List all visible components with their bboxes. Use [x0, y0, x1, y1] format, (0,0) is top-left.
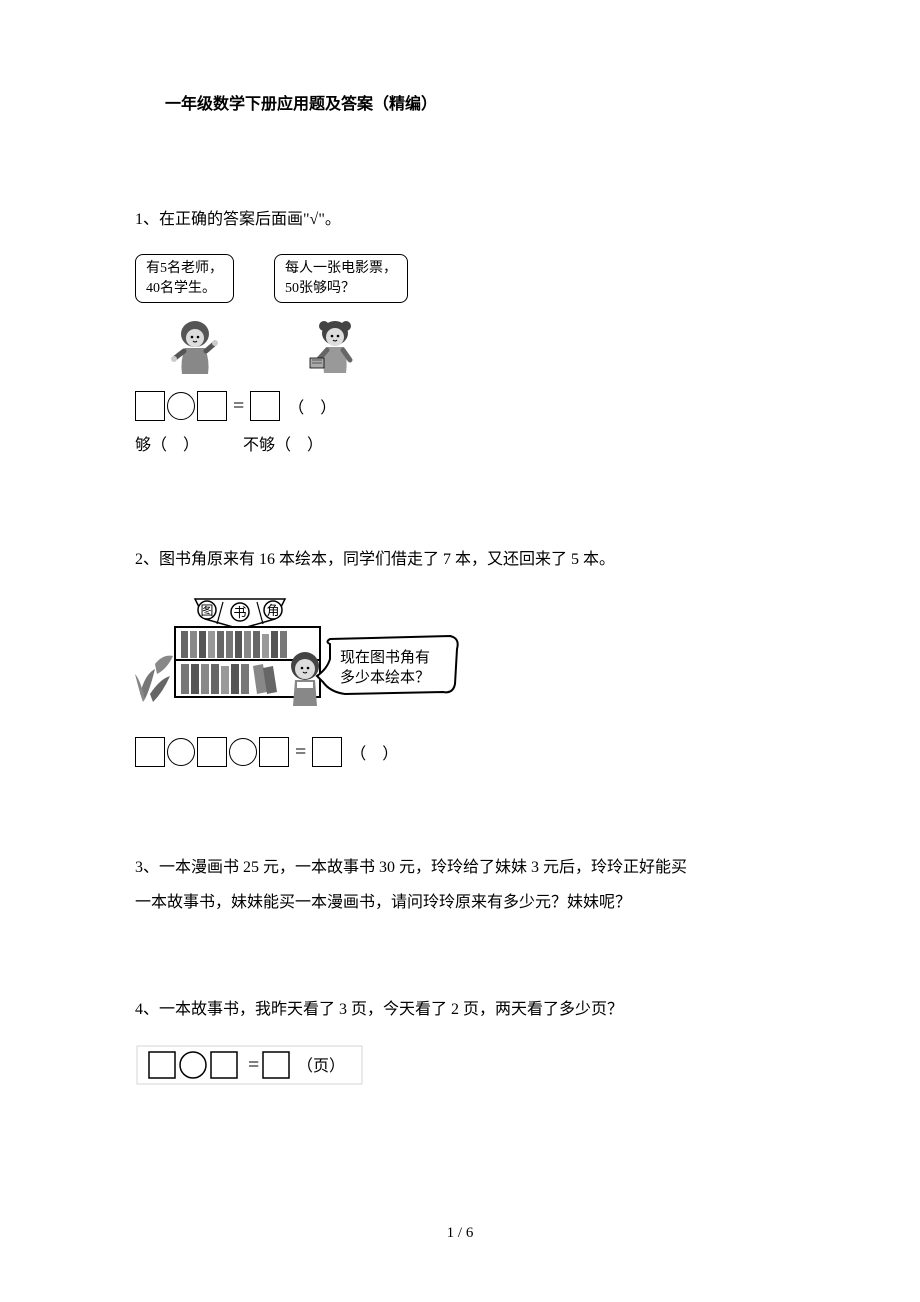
equals-sign: =: [248, 1054, 259, 1076]
page-number: 1 / 6: [0, 1225, 920, 1242]
q3-line2: 一本故事书，妹妹能买一本漫画书，请问玲玲原来有多少元？妹妹呢？: [135, 894, 631, 911]
q3-line1: 3、一本漫画书 25 元，一本故事书 30 元，玲玲给了妹妹 3 元后，玲玲正好…: [135, 859, 687, 876]
doc-title: 一年级数学下册应用题及答案（精编）: [165, 90, 785, 114]
q2-equation: = （ ）: [135, 737, 785, 767]
q2-illustration: 图 书 角: [135, 594, 470, 729]
operator-circle: [167, 392, 195, 420]
character-1-icon: [155, 313, 235, 383]
q1-illustration: 有5名老师， 40名学生。 每人一张电影票， 50张够吗？: [135, 254, 785, 455]
q2-prompt: 2、图书角原来有 16 本绘本，同学们借走了 7 本，又还回来了 5 本。: [135, 544, 785, 576]
q4-unit: （页）: [297, 1057, 345, 1075]
q1-equation: = （ ）: [135, 391, 785, 421]
q4-prompt: 4、一本故事书，我昨天看了 3 页，今天看了 2 页，两天看了多少页？: [135, 994, 785, 1026]
banner-char-2: 书: [233, 605, 246, 620]
enough-option: 够（ ）: [135, 437, 199, 454]
speech2-text1: 每人一张电影票，: [285, 261, 397, 276]
not-enough-option: 不够（ ）: [243, 437, 323, 454]
q2-paren: （ ）: [344, 740, 398, 764]
input-box: [135, 737, 165, 767]
equals-sign: =: [229, 395, 248, 418]
input-box: [259, 737, 289, 767]
input-box: [135, 391, 165, 421]
bubble-line-1: 现在图书角有: [340, 649, 430, 666]
speech1-text2: 40名学生。: [146, 281, 216, 296]
character-2-icon: [295, 313, 375, 383]
input-box: [312, 737, 342, 767]
speech-bubble-1: 有5名老师， 40名学生。: [135, 254, 234, 303]
banner-char-3: 角: [266, 603, 279, 618]
q1-prompt: 1、在正确的答案后面画"√"。: [135, 204, 785, 236]
q4-equation: = （页）: [135, 1044, 785, 1091]
input-box: [197, 391, 227, 421]
bubble-line-2: 多少本绘本？: [340, 669, 430, 686]
q1-answer-row: 够（ ） 不够（ ）: [135, 431, 785, 455]
speech-bubble-2: 每人一张电影票， 50张够吗？: [274, 254, 408, 303]
banner-char-1: 图: [200, 603, 213, 618]
input-box: [197, 737, 227, 767]
q3-text: 3、一本漫画书 25 元，一本故事书 30 元，玲玲给了妹妹 3 元后，玲玲正好…: [135, 850, 785, 920]
operator-circle: [167, 738, 195, 766]
speech1-text1: 有5名老师，: [146, 261, 223, 276]
q1-paren: （ ）: [282, 394, 336, 418]
equals-sign: =: [291, 741, 310, 764]
input-box: [250, 391, 280, 421]
speech2-text2: 50张够吗？: [285, 281, 355, 296]
operator-circle: [229, 738, 257, 766]
